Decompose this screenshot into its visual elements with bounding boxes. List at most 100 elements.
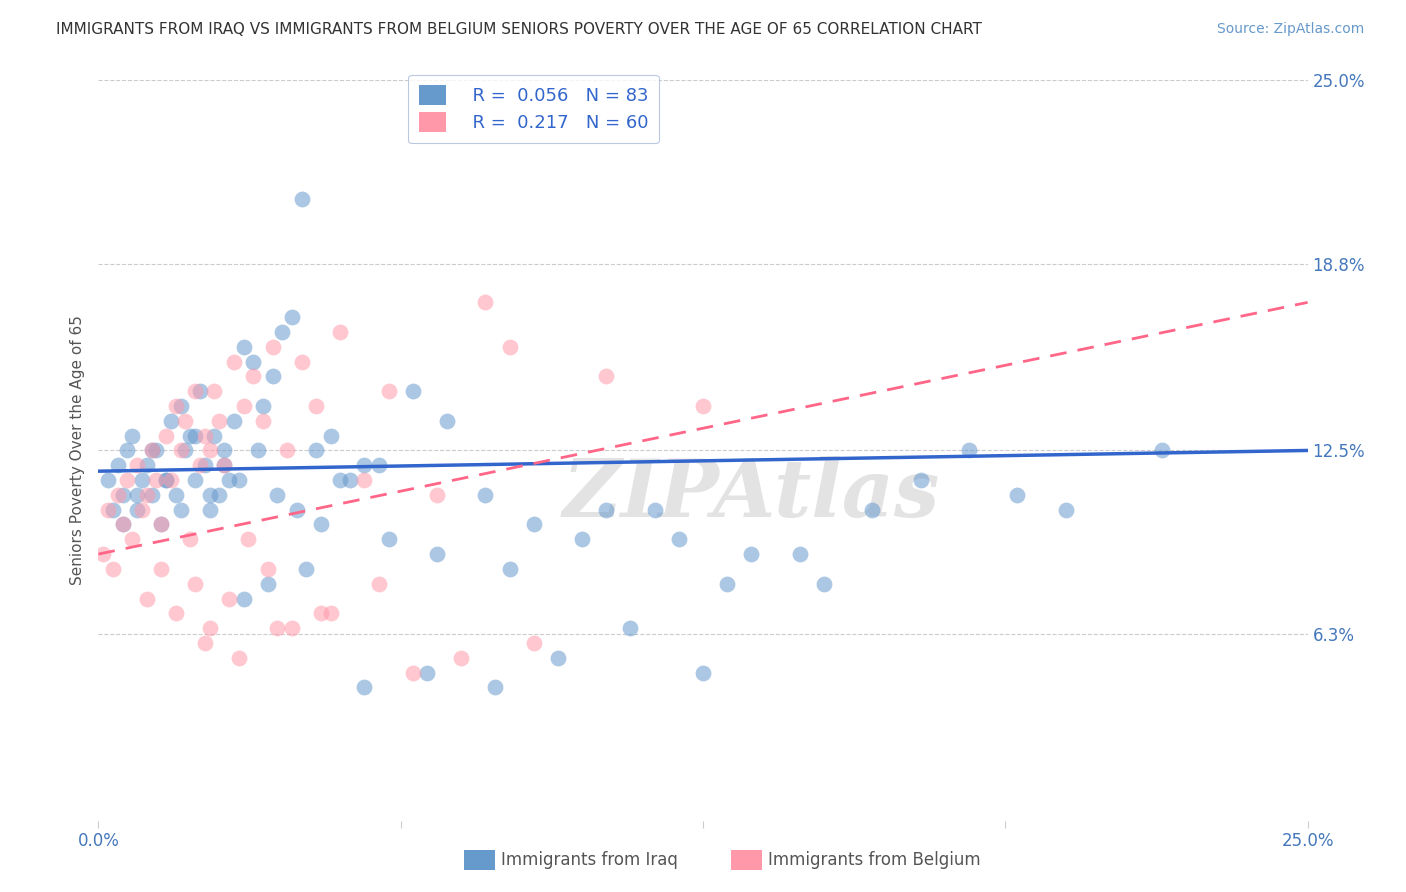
Point: [117, 473, 139, 487]
Point: [204, 428, 226, 442]
Point: [212, 458, 235, 473]
Point: [595, 369, 617, 384]
Point: [198, 488, 221, 502]
Point: [450, 650, 472, 665]
Point: [692, 399, 714, 413]
Point: [127, 458, 149, 473]
Point: [101, 502, 124, 516]
Point: [165, 607, 187, 621]
Point: [484, 681, 506, 695]
Point: [290, 192, 312, 206]
Point: [256, 562, 278, 576]
Point: [957, 443, 980, 458]
Point: [238, 533, 260, 547]
Point: [644, 502, 666, 516]
Point: [131, 502, 153, 516]
Point: [165, 399, 187, 413]
Point: [329, 473, 352, 487]
Point: [256, 576, 278, 591]
Point: [402, 665, 425, 680]
Point: [309, 517, 332, 532]
Point: [353, 473, 375, 487]
Point: [141, 443, 163, 458]
Point: [329, 325, 352, 339]
Point: [222, 354, 245, 368]
Point: [368, 576, 391, 591]
Point: [150, 517, 173, 532]
Point: [222, 414, 245, 428]
Point: [295, 562, 318, 576]
Point: [198, 621, 221, 635]
Point: [309, 607, 332, 621]
Point: [218, 591, 240, 606]
Point: [198, 443, 221, 458]
Point: [281, 310, 304, 325]
Point: [498, 340, 520, 354]
Point: [228, 650, 250, 665]
Point: [194, 636, 217, 650]
Point: [91, 547, 114, 561]
Point: [160, 473, 183, 487]
Point: [198, 502, 221, 516]
Point: [97, 502, 120, 516]
Point: [668, 533, 690, 547]
Point: [436, 414, 458, 428]
Point: [165, 488, 187, 502]
Point: [353, 681, 375, 695]
Point: [252, 399, 274, 413]
Point: [266, 621, 288, 635]
Point: [111, 517, 134, 532]
Point: [523, 636, 546, 650]
Point: [474, 488, 496, 502]
Point: [208, 488, 231, 502]
Point: [266, 488, 288, 502]
Point: [1054, 502, 1077, 516]
Point: [474, 295, 496, 310]
Point: [228, 473, 250, 487]
Point: [150, 562, 173, 576]
Point: [111, 517, 134, 532]
Point: [184, 384, 207, 399]
Point: [595, 502, 617, 516]
Legend:   R =  0.056   N = 83,   R =  0.217   N = 60: R = 0.056 N = 83, R = 0.217 N = 60: [408, 75, 659, 144]
Point: [319, 428, 342, 442]
Point: [155, 428, 177, 442]
Point: [107, 458, 129, 473]
Point: [141, 488, 163, 502]
Point: [571, 533, 593, 547]
Point: [135, 458, 157, 473]
Point: [692, 665, 714, 680]
Point: [212, 458, 235, 473]
Point: [498, 562, 520, 576]
Text: IMMIGRANTS FROM IRAQ VS IMMIGRANTS FROM BELGIUM SENIORS POVERTY OVER THE AGE OF : IMMIGRANTS FROM IRAQ VS IMMIGRANTS FROM …: [56, 22, 983, 37]
Point: [188, 458, 211, 473]
Point: [232, 399, 254, 413]
Text: ZIPAtlas: ZIPAtlas: [562, 456, 941, 533]
Point: [232, 340, 254, 354]
Point: [426, 547, 449, 561]
Point: [212, 443, 235, 458]
Point: [184, 428, 207, 442]
Point: [107, 488, 129, 502]
Point: [262, 340, 284, 354]
Point: [789, 547, 811, 561]
Point: [339, 473, 361, 487]
Point: [860, 502, 883, 516]
Point: [204, 384, 226, 399]
Point: [188, 384, 211, 399]
Point: [290, 354, 312, 368]
Point: [121, 428, 143, 442]
Point: [184, 473, 207, 487]
Point: [155, 473, 177, 487]
Point: [208, 414, 231, 428]
Point: [194, 428, 217, 442]
Point: [353, 458, 375, 473]
Point: [97, 473, 120, 487]
Point: [262, 369, 284, 384]
Point: [740, 547, 762, 561]
Point: [547, 650, 569, 665]
Point: [416, 665, 439, 680]
Point: [101, 562, 124, 576]
Point: [218, 473, 240, 487]
Point: [145, 443, 167, 458]
